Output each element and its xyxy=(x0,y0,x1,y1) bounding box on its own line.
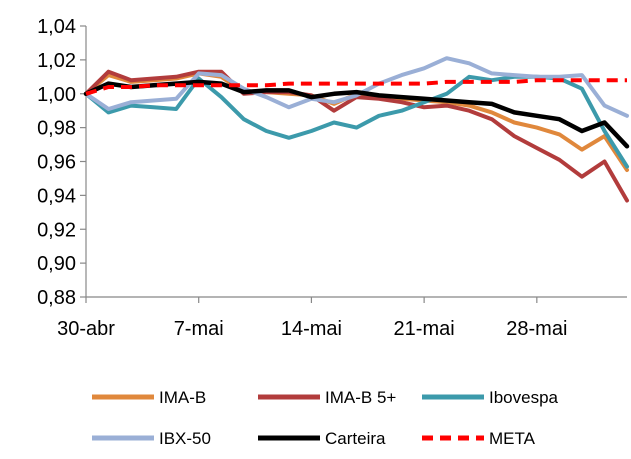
y-axis: 0,88 0,90 0,92 0,94 0,96 0,98 1,00 1,02 1,04 xyxy=(37,16,87,309)
series-line-meta xyxy=(85,78,627,96)
x-tick-label: 21-mai xyxy=(394,318,455,340)
x-axis: 30-abr 7-mai 14-mai 21-mai 28-mai xyxy=(57,296,627,340)
series-line-carteira xyxy=(83,79,630,149)
x-tick-label: 28-mai xyxy=(506,318,567,340)
legend-label: Carteira xyxy=(325,429,386,448)
y-tick-label: 1,04 xyxy=(37,16,76,38)
legend-item: IMA-B 5+ xyxy=(258,388,396,407)
x-tick-label: 30-abr xyxy=(57,318,115,340)
x-tick-label: 14-mai xyxy=(281,318,342,340)
series-line-ibx-50 xyxy=(84,56,629,118)
series-line-ima-b xyxy=(84,71,629,172)
legend-label: IMA-B 5+ xyxy=(325,388,396,407)
legend-label: IBX-50 xyxy=(159,429,211,448)
y-tick-label: 0,90 xyxy=(37,253,76,275)
y-tick-label: 1,00 xyxy=(37,84,76,106)
legend-label: IMA-B xyxy=(159,388,206,407)
y-tick-label: 1,02 xyxy=(37,50,76,72)
legend-item: IBX-50 xyxy=(92,429,211,448)
legend-label: META xyxy=(489,429,536,448)
y-tick-label: 0,96 xyxy=(37,152,76,174)
legend-item: META xyxy=(422,429,536,448)
y-tick-label: 0,98 xyxy=(37,118,76,140)
x-tick-label: 7-mai xyxy=(174,318,224,340)
y-tick-label: 0,94 xyxy=(37,185,76,207)
legend-label: Ibovespa xyxy=(489,388,559,407)
plot-area xyxy=(83,56,630,203)
legend-item: Ibovespa xyxy=(422,388,559,407)
legend-item: Carteira xyxy=(258,429,386,448)
y-tick-label: 0,88 xyxy=(37,287,76,309)
y-tick-label: 0,92 xyxy=(37,219,76,241)
legend: IMA-B IMA-B 5+ Ibovespa IBX-50 Carteira META xyxy=(92,388,559,448)
legend-item: IMA-B xyxy=(92,388,206,407)
